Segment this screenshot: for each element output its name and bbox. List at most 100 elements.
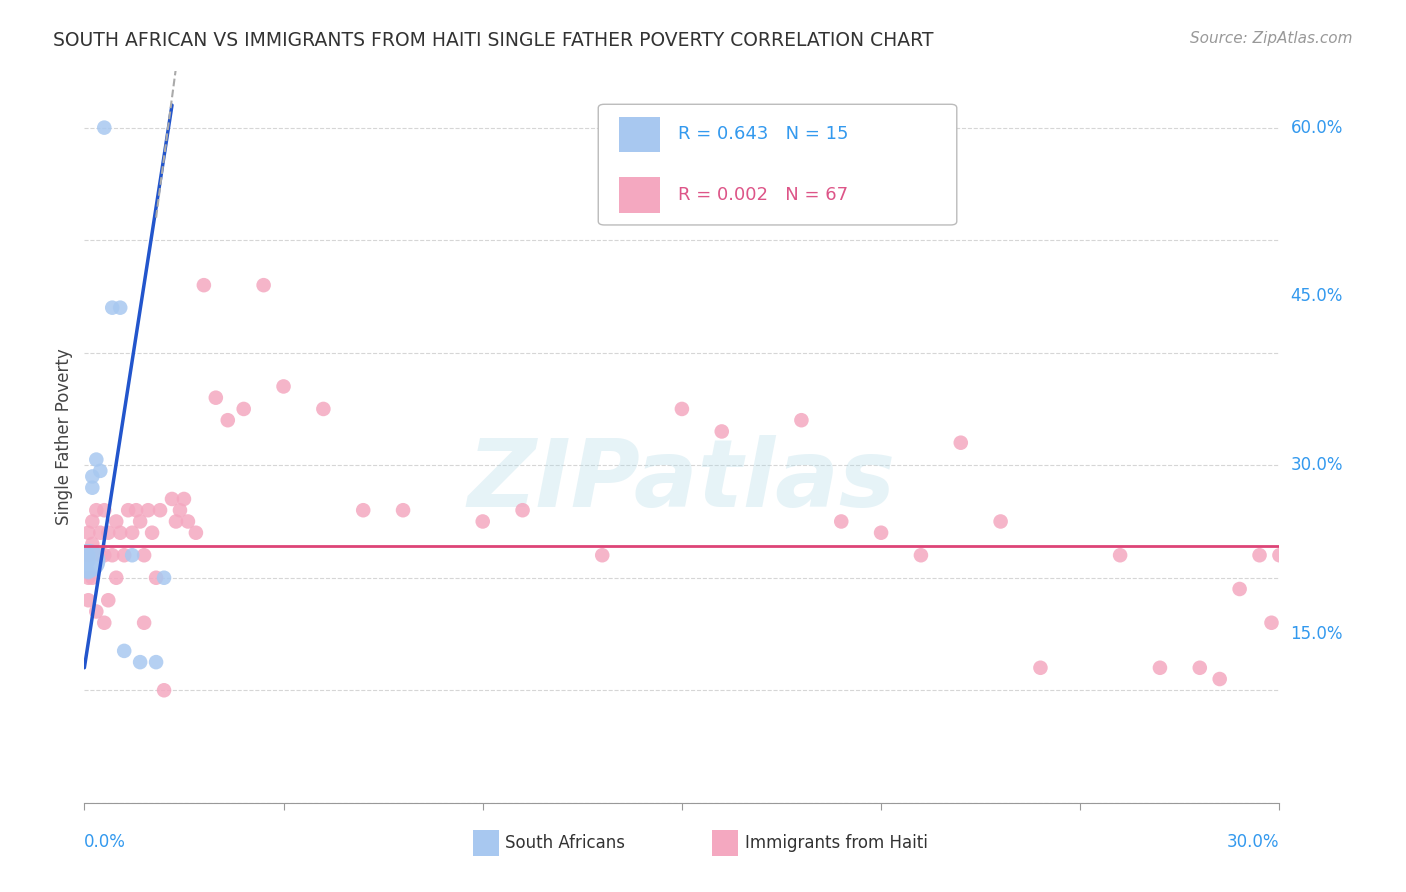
Point bbox=[153, 683, 176, 698]
Point bbox=[105, 515, 128, 529]
Point bbox=[990, 515, 1012, 529]
Text: R = 0.643   N = 15: R = 0.643 N = 15 bbox=[678, 125, 849, 144]
Point bbox=[1209, 672, 1232, 686]
Point bbox=[77, 554, 100, 568]
Point bbox=[105, 571, 128, 585]
Point bbox=[82, 481, 104, 495]
Point bbox=[273, 379, 295, 393]
Point bbox=[121, 548, 143, 562]
Point bbox=[101, 301, 124, 315]
Point bbox=[112, 548, 135, 562]
Point bbox=[93, 120, 115, 135]
Point bbox=[77, 571, 100, 585]
Point bbox=[1029, 661, 1052, 675]
Point bbox=[949, 435, 972, 450]
Point bbox=[86, 452, 108, 467]
Point bbox=[132, 548, 156, 562]
Point bbox=[710, 425, 733, 439]
Point bbox=[101, 548, 124, 562]
Point bbox=[1109, 548, 1132, 562]
Point bbox=[352, 503, 374, 517]
Point bbox=[82, 469, 104, 483]
Point bbox=[110, 301, 132, 315]
Text: R = 0.002   N = 67: R = 0.002 N = 67 bbox=[678, 186, 848, 204]
Text: 0.0%: 0.0% bbox=[84, 833, 127, 851]
Point bbox=[89, 525, 111, 540]
Point bbox=[591, 548, 613, 562]
Text: Source: ZipAtlas.com: Source: ZipAtlas.com bbox=[1189, 31, 1353, 46]
Point bbox=[117, 503, 139, 517]
Point bbox=[89, 548, 111, 562]
Point bbox=[253, 278, 276, 293]
Point bbox=[110, 525, 132, 540]
FancyBboxPatch shape bbox=[619, 178, 661, 212]
Point bbox=[512, 503, 534, 517]
Point bbox=[77, 565, 100, 579]
Point bbox=[82, 515, 104, 529]
Text: ZIPatlas: ZIPatlas bbox=[468, 435, 896, 527]
Point bbox=[1268, 548, 1291, 562]
Point bbox=[392, 503, 415, 517]
Point bbox=[97, 593, 120, 607]
Point bbox=[125, 503, 148, 517]
Point bbox=[93, 615, 115, 630]
Point bbox=[471, 515, 494, 529]
Text: SOUTH AFRICAN VS IMMIGRANTS FROM HAITI SINGLE FATHER POVERTY CORRELATION CHART: SOUTH AFRICAN VS IMMIGRANTS FROM HAITI S… bbox=[53, 31, 934, 50]
Point bbox=[169, 503, 191, 517]
Point bbox=[312, 401, 335, 416]
Y-axis label: Single Father Poverty: Single Father Poverty bbox=[55, 349, 73, 525]
Text: 30.0%: 30.0% bbox=[1291, 456, 1343, 475]
Text: 60.0%: 60.0% bbox=[1291, 119, 1343, 136]
Point bbox=[86, 503, 108, 517]
Point bbox=[93, 548, 115, 562]
Point bbox=[1149, 661, 1171, 675]
Point bbox=[145, 571, 167, 585]
Point bbox=[149, 503, 172, 517]
Point bbox=[77, 525, 100, 540]
Point bbox=[82, 571, 104, 585]
Point bbox=[121, 525, 143, 540]
Point bbox=[129, 655, 152, 669]
Point bbox=[184, 525, 207, 540]
Text: South Africans: South Africans bbox=[505, 834, 626, 852]
Text: 45.0%: 45.0% bbox=[1291, 287, 1343, 305]
Point bbox=[177, 515, 200, 529]
Point bbox=[1229, 582, 1251, 596]
Point bbox=[1260, 615, 1282, 630]
Point bbox=[232, 401, 254, 416]
Point bbox=[1249, 548, 1271, 562]
FancyBboxPatch shape bbox=[599, 104, 957, 225]
Point bbox=[77, 554, 100, 568]
Point bbox=[205, 391, 228, 405]
Point bbox=[193, 278, 215, 293]
Point bbox=[830, 515, 852, 529]
Point bbox=[671, 401, 693, 416]
Point bbox=[97, 525, 120, 540]
Point bbox=[160, 491, 183, 506]
Point bbox=[217, 413, 239, 427]
Point bbox=[77, 548, 100, 562]
Point bbox=[112, 644, 135, 658]
Point bbox=[141, 525, 163, 540]
Point bbox=[132, 615, 156, 630]
Point bbox=[790, 413, 813, 427]
Point bbox=[86, 605, 108, 619]
FancyBboxPatch shape bbox=[472, 830, 499, 856]
Point bbox=[870, 525, 893, 540]
Point bbox=[173, 491, 195, 506]
Point bbox=[82, 537, 104, 551]
FancyBboxPatch shape bbox=[711, 830, 738, 856]
Text: 30.0%: 30.0% bbox=[1227, 833, 1279, 851]
Text: 15.0%: 15.0% bbox=[1291, 625, 1343, 643]
Point bbox=[153, 571, 176, 585]
Point bbox=[89, 464, 111, 478]
Point bbox=[165, 515, 187, 529]
Point bbox=[145, 655, 167, 669]
Point bbox=[129, 515, 152, 529]
Point bbox=[93, 503, 115, 517]
FancyBboxPatch shape bbox=[619, 117, 661, 152]
Point bbox=[910, 548, 932, 562]
Point bbox=[77, 548, 100, 562]
Point bbox=[136, 503, 159, 517]
Point bbox=[77, 593, 100, 607]
